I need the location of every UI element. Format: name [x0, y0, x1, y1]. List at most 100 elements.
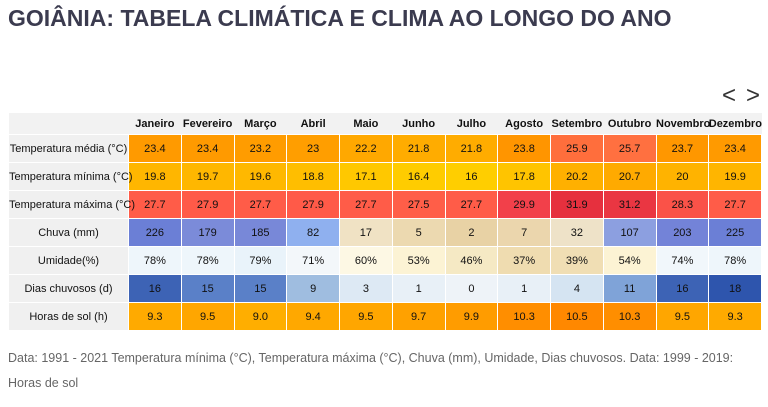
column-header: Setembro — [550, 113, 604, 135]
value-cell: 10.5 — [550, 302, 604, 331]
value-cell: 27.7 — [444, 190, 499, 219]
value-cell: 78% — [708, 246, 762, 275]
value-cell: 2 — [444, 218, 499, 247]
value-cell: 23.4 — [180, 134, 235, 163]
value-cell: 29.9 — [497, 190, 551, 219]
column-header: Janeiro — [128, 113, 182, 135]
value-cell: 185 — [233, 218, 288, 247]
value-cell: 28.3 — [655, 190, 710, 219]
value-cell: 27.7 — [233, 190, 288, 219]
corner-cell — [8, 113, 129, 135]
value-cell: 3 — [339, 274, 393, 303]
value-cell: 21.8 — [444, 134, 499, 163]
value-cell: 37% — [497, 246, 551, 275]
value-cell: 20.7 — [602, 162, 657, 191]
value-cell: 179 — [180, 218, 235, 247]
table-row: Temperatura máxima (°C) 27.7 27.9 27.7 27.9 2… — [8, 190, 762, 219]
footnote: Data: 1991 - 2021 Temperatura mínima (°C… — [8, 351, 734, 390]
value-cell: 20 — [655, 162, 710, 191]
value-cell: 27.9 — [180, 190, 235, 219]
table-row: Temperatura mínima (°C) 19.8 19.7 19.6 18.8 1… — [8, 162, 762, 191]
value-cell: 20.2 — [550, 162, 604, 191]
value-cell: 23.7 — [655, 134, 710, 163]
prev-button[interactable]: < — [721, 82, 736, 109]
column-header: Julho — [445, 113, 498, 135]
row-label: Horas de sol (h) — [8, 302, 129, 331]
value-cell: 17 — [339, 218, 393, 247]
table-row: Umidade(%) 78% 78% 79% 71% 60% 53% 46% 37% 39% 54%… — [8, 246, 762, 275]
climate-table: Janeiro Fevereiro Março Abril Maio Junho Julho… — [8, 113, 762, 331]
column-header: Março — [234, 113, 287, 135]
value-cell: 15 — [180, 274, 235, 303]
value-cell: 7 — [497, 218, 551, 247]
value-cell: 27.7 — [339, 190, 393, 219]
value-cell: 53% — [391, 246, 446, 275]
column-header: Novembro — [656, 113, 710, 135]
value-cell: 5 — [391, 218, 446, 247]
value-cell: 9.5 — [655, 302, 710, 331]
value-cell: 25.9 — [550, 134, 604, 163]
column-header: Dezembro — [708, 113, 762, 135]
value-cell: 60% — [339, 246, 393, 275]
value-cell: 9.5 — [339, 302, 393, 331]
value-cell: 15 — [233, 274, 288, 303]
value-cell: 78% — [180, 246, 235, 275]
value-cell: 16.4 — [391, 162, 446, 191]
row-label: Temperatura mínima (°C) — [8, 162, 133, 191]
value-cell: 23.4 — [128, 134, 182, 163]
column-header: Abril — [286, 113, 340, 135]
value-cell: 19.8 — [128, 162, 182, 191]
value-cell: 46% — [444, 246, 499, 275]
value-cell: 17.8 — [497, 162, 551, 191]
value-cell: 11 — [602, 274, 657, 303]
value-cell: 203 — [655, 218, 710, 247]
table-row: Dias chuvosos (d) 16 15 15 9 3 1 0 1 4 11 16 18 — [8, 274, 762, 303]
column-header: Fevereiro — [181, 113, 234, 135]
value-cell: 22.2 — [339, 134, 393, 163]
value-cell: 78% — [128, 246, 182, 275]
value-cell: 9.3 — [128, 302, 182, 331]
value-cell: 27.7 — [128, 190, 182, 219]
next-button[interactable]: > — [745, 82, 760, 109]
value-cell: 82 — [286, 218, 340, 247]
column-header: Agosto — [497, 113, 551, 135]
value-cell: 9.5 — [180, 302, 235, 331]
value-cell: 16 — [128, 274, 182, 303]
value-cell: 4 — [550, 274, 604, 303]
value-cell: 9.3 — [708, 302, 762, 331]
header-row: Janeiro Fevereiro Março Abril Maio Junho Julho… — [8, 113, 762, 135]
value-cell: 32 — [550, 218, 604, 247]
value-cell: 9 — [286, 274, 340, 303]
value-cell: 39% — [550, 246, 604, 275]
value-cell: 21.8 — [391, 134, 446, 163]
row-label: Temperatura máxima (°C) — [8, 190, 135, 219]
value-cell: 31.9 — [550, 190, 604, 219]
value-cell: 225 — [708, 218, 762, 247]
value-cell: 16 — [655, 274, 710, 303]
value-cell: 71% — [286, 246, 340, 275]
value-cell: 226 — [128, 218, 182, 247]
column-header: Maio — [339, 113, 393, 135]
value-cell: 0 — [444, 274, 499, 303]
value-cell: 16 — [444, 162, 499, 191]
value-cell: 23.2 — [233, 134, 288, 163]
value-cell: 107 — [602, 218, 657, 247]
row-label: Umidade(%) — [8, 246, 129, 275]
column-header: Junho — [392, 113, 445, 135]
column-header: Outubro — [603, 113, 656, 135]
value-cell: 23 — [286, 134, 340, 163]
value-cell: 19.9 — [708, 162, 762, 191]
value-cell: 23.8 — [497, 134, 551, 163]
value-cell: 31.2 — [602, 190, 657, 219]
value-cell: 10.3 — [602, 302, 657, 331]
value-cell: 74% — [655, 246, 710, 275]
value-cell: 19.7 — [180, 162, 235, 191]
value-cell: 1 — [391, 274, 446, 303]
row-label: Temperatura média (°C) — [8, 134, 129, 163]
value-cell: 9.7 — [391, 302, 446, 331]
row-label: Chuva (mm) — [8, 218, 129, 247]
value-cell: 9.9 — [444, 302, 499, 331]
value-cell: 9.0 — [233, 302, 288, 331]
value-cell: 27.9 — [286, 190, 340, 219]
